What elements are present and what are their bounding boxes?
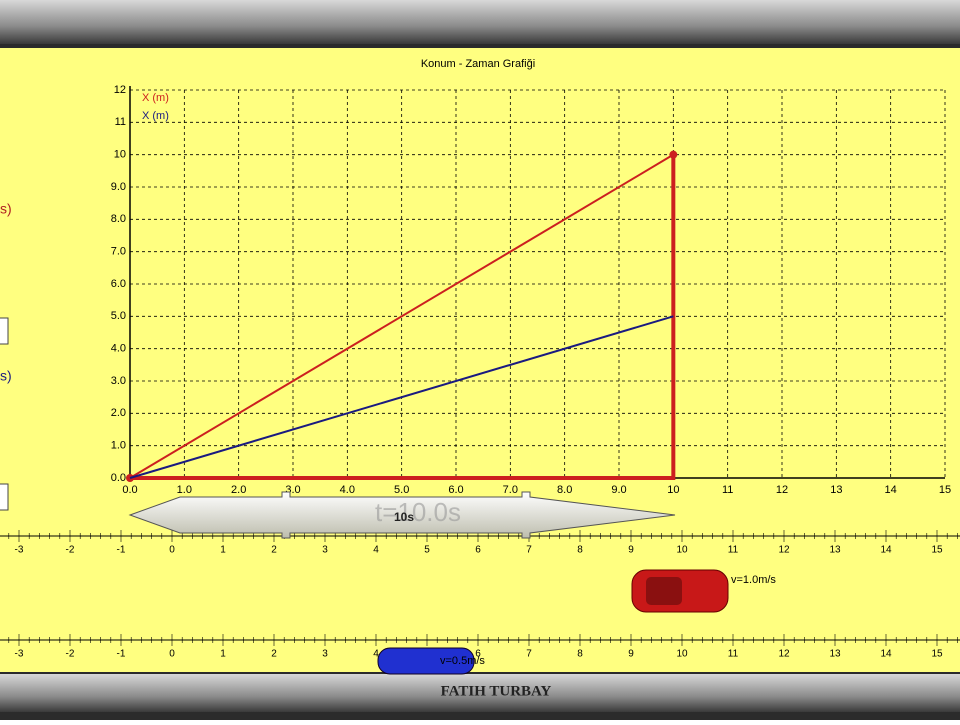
ruler-label: 4 [373,545,379,556]
y-tick-label: 12 [114,84,126,96]
x-tick-label: 8.0 [557,484,572,496]
ruler-label: 6 [475,545,481,556]
series-line [129,153,674,479]
ruler-label: 11 [728,545,739,556]
y-tick-label: 7.0 [111,246,126,258]
point [669,150,678,159]
y-tick-label: 9.0 [111,181,126,193]
bottom-bar [0,674,960,712]
chart-title: Konum - Zaman Grafiği [421,58,535,70]
y-tick-label: 10 [114,149,126,161]
ruler-label: 15 [931,545,943,556]
ruler-label: 7 [526,545,532,556]
ruler-label: -3 [15,649,24,660]
ruler-label: 0 [169,649,175,660]
panel [0,48,960,672]
y-tick-label: 8.0 [111,213,126,225]
car-body [377,647,475,675]
ruler-label: 0 [169,545,175,556]
panel-label: s) [0,201,12,217]
x-tick-label: 7.0 [503,484,518,496]
x-tick-label: 0.0 [122,484,137,496]
car-roof [646,577,682,605]
ruler-label: 6 [475,649,481,660]
ruler-label: 1 [220,649,226,660]
ruler-label: 7 [526,649,532,660]
ruler-label: 1 [220,545,226,556]
y-tick-label: 6.0 [111,278,126,290]
ruler-label: 12 [778,649,790,660]
x-tick-label: 12 [776,484,788,496]
x-tick-label: 9.0 [611,484,626,496]
x-tick-label: 2.0 [231,484,246,496]
ruler-label: 9 [628,545,634,556]
x-tick-label: 4.0 [340,484,355,496]
ruler-label: 13 [829,545,841,556]
ruler-label: 15 [931,649,943,660]
ruler-label: 2 [271,545,277,556]
ruler-label: 9 [628,649,634,660]
x-tick-label: 15 [939,484,951,496]
top-bar [0,0,960,44]
x-tick-label: 11 [722,484,733,496]
input-box[interactable] [0,483,9,511]
ruler-label: 10 [676,649,688,660]
y-tick-label: 4.0 [111,343,126,355]
ruler-label: 12 [778,545,790,556]
y-tick-label: 5.0 [111,310,126,322]
red-car[interactable] [631,569,729,613]
legend-entry: X (m) [142,110,169,122]
time-display: t=10.0s [375,497,461,527]
y-tick-label: 1.0 [111,440,126,452]
panel-label: s) [0,368,12,384]
ruler-label: -1 [117,649,126,660]
series-line [129,315,674,479]
ruler-label: 2 [271,649,277,660]
x-tick-label: 13 [830,484,842,496]
ruler-label: -3 [15,545,24,556]
legend-entry: X (m) [142,92,169,104]
y-tick-label: 0.0 [111,472,126,484]
ruler-label: 4 [373,649,379,660]
ruler-label: 3 [322,649,328,660]
ruler-label: -2 [66,649,75,660]
x-tick-label: 10 [667,484,679,496]
y-tick-label: 3.0 [111,375,126,387]
x-tick-label: 5.0 [394,484,409,496]
ruler-label: 11 [728,649,739,660]
time-arrow-label: 10s [394,510,414,524]
ruler-label: 8 [577,545,583,556]
x-tick-label: 14 [885,484,897,496]
y-tick-label: 11 [115,116,126,128]
input-box[interactable] [0,317,9,345]
car-label: v=1.0m/s [731,574,776,586]
triangle-outline [130,154,676,480]
ruler-label: 14 [880,545,892,556]
ruler-label: 14 [880,649,892,660]
ruler-label: 8 [577,649,583,660]
x-tick-label: 1.0 [177,484,192,496]
blue-car[interactable] [377,647,475,675]
ruler-label: 10 [676,545,688,556]
ruler-label: -1 [117,545,126,556]
x-tick-label: 6.0 [448,484,463,496]
ruler-label: 13 [829,649,841,660]
ruler-label: -2 [66,545,75,556]
car-label: v=0.5m/s [440,655,485,667]
footer: FATIH TURBAY [441,683,552,699]
y-tick-label: 2.0 [111,407,126,419]
time-arrow[interactable] [128,491,676,539]
ruler-label: 5 [424,545,430,556]
ruler-label: 3 [322,545,328,556]
